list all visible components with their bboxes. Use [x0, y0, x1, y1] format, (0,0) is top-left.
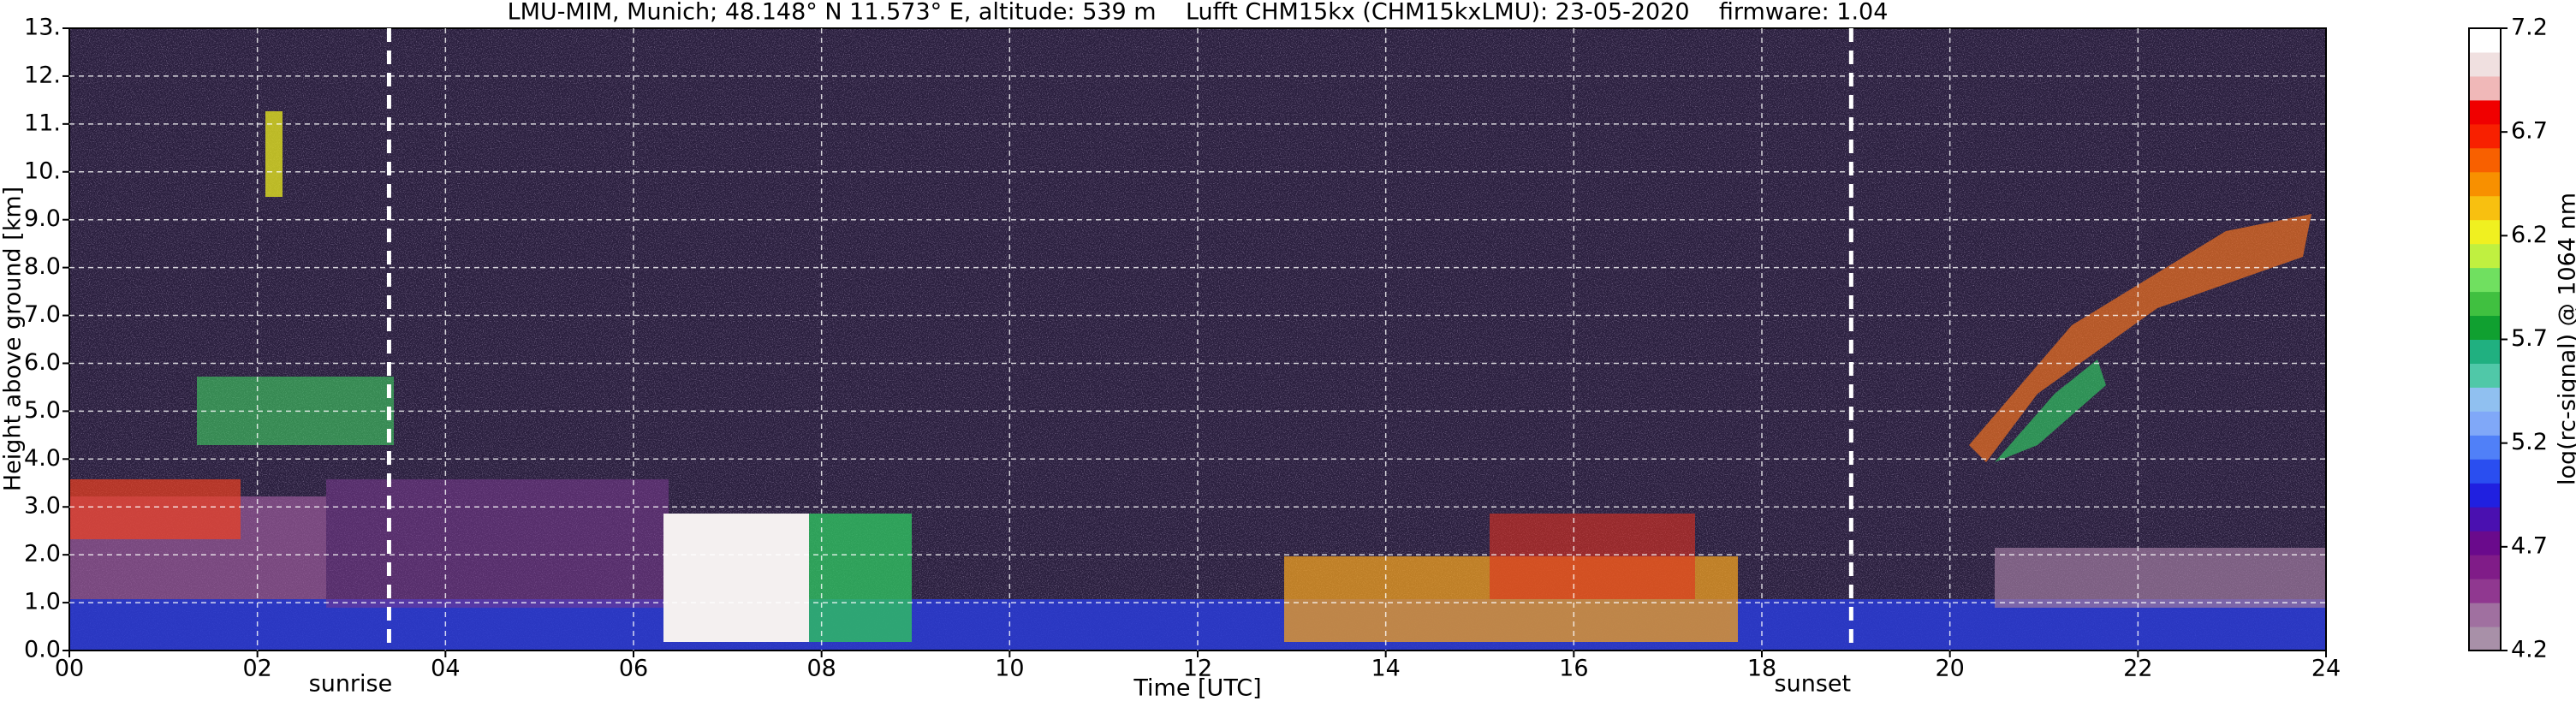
y-tick-label: 6.0 [24, 349, 61, 376]
cloud [1969, 214, 2311, 462]
x-tick-label: 10 [995, 656, 1024, 682]
colorbar-segment [2469, 51, 2501, 77]
annotation-label: sunset [1775, 671, 1852, 698]
cloud [809, 514, 912, 642]
colorbar-segment [2469, 483, 2501, 508]
y-axis-label: Height above ground [km] [0, 187, 27, 491]
colorbar-segment [2469, 435, 2501, 460]
y-tick-label: 1.0 [24, 589, 61, 615]
y-tick-label: 5.0 [24, 397, 61, 424]
colorbar-segment [2469, 267, 2501, 293]
cloud [663, 514, 809, 642]
y-tick-label: 7.0 [24, 301, 61, 328]
colorbar-segment [2469, 147, 2501, 173]
chart-title: LMU-MIM, Munich; 48.148° N 11.573° E, al… [508, 0, 1889, 26]
y-tick-label: 12. [24, 62, 61, 88]
colorbar-label: log(rc-signal) @ 1064 nm [2555, 193, 2576, 485]
x-tick-label: 08 [806, 656, 836, 682]
colorbar-segment [2469, 363, 2501, 388]
colorbar-segment [2469, 243, 2501, 269]
colorbar-segment [2469, 123, 2501, 149]
colorbar-tick-label: 6.7 [2511, 118, 2548, 145]
heatmap-background [69, 28, 2326, 651]
y-tick-label: 11. [24, 110, 61, 136]
aerosol-layer [326, 479, 669, 608]
colorbar-segment [2469, 315, 2501, 340]
cloud [69, 479, 241, 539]
y-tick-label: 10. [24, 157, 61, 184]
x-tick-label: 12 [1183, 656, 1212, 682]
colorbar-tick-label: 7.2 [2511, 15, 2548, 41]
colorbar-tick-label: 4.2 [2511, 637, 2548, 663]
x-tick-label: 20 [1935, 656, 1964, 682]
colorbar-segment [2469, 291, 2501, 317]
colorbar-segment [2469, 28, 2501, 53]
y-tick-label: 3.0 [24, 493, 61, 520]
y-tick-label: 0.0 [24, 637, 61, 663]
colorbar-segment [2469, 627, 2501, 651]
y-tick-label: 13. [24, 15, 61, 41]
y-tick-label: 4.0 [24, 445, 61, 472]
aerosol-layer [1995, 548, 2326, 608]
colorbar-tick-label: 5.2 [2511, 429, 2548, 455]
x-tick-label: 14 [1371, 656, 1400, 682]
cloud [1490, 514, 1695, 599]
x-tick-label: 00 [55, 656, 84, 682]
x-tick-label: 06 [619, 656, 648, 682]
colorbar-tick-label: 5.7 [2511, 325, 2548, 352]
colorbar-segment [2469, 219, 2501, 245]
x-tick-label: 18 [1747, 656, 1776, 682]
y-tick-label: 2.0 [24, 541, 61, 567]
colorbar-segment [2469, 579, 2501, 603]
colorbar-segment [2469, 507, 2501, 532]
x-tick-label: 02 [242, 656, 271, 682]
colorbar-tick-label: 6.2 [2511, 222, 2548, 248]
x-tick-label: 24 [2311, 656, 2341, 682]
y-tick-label: 8.0 [24, 253, 61, 280]
x-tick-label: 04 [431, 656, 460, 682]
colorbar-segment [2469, 75, 2501, 101]
colorbar-segment [2469, 531, 2501, 556]
annotation-label: sunrise [309, 671, 393, 698]
colorbar-segment [2469, 555, 2501, 579]
x-tick-label: 22 [2123, 656, 2152, 682]
colorbar-segment [2469, 411, 2501, 436]
x-axis-label: Time [UTC] [1133, 675, 1261, 702]
cloud [265, 111, 283, 197]
colorbar-segment [2469, 603, 2501, 627]
colorbar-segment [2469, 99, 2501, 125]
colorbar-segment [2469, 339, 2501, 364]
y-tick-label: 9.0 [24, 205, 61, 232]
x-tick-label: 16 [1559, 656, 1588, 682]
colorbar-segment [2469, 195, 2501, 221]
colorbar-segment [2469, 171, 2501, 197]
colorbar-segment [2469, 459, 2501, 484]
colorbar-segment [2469, 387, 2501, 412]
colorbar-tick-label: 4.7 [2511, 532, 2548, 559]
